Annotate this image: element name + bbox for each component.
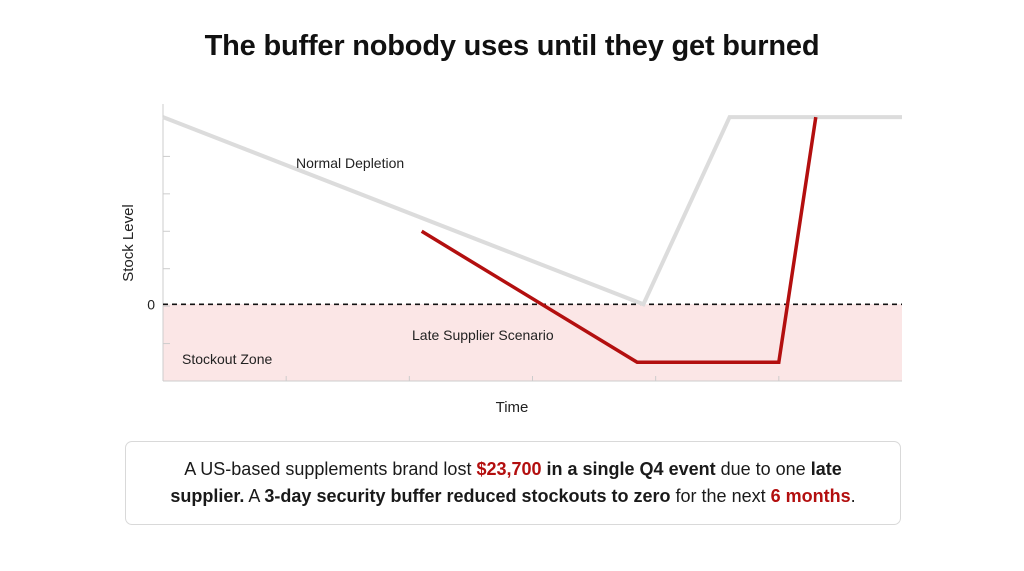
y-axis-label: Stock Level	[120, 204, 137, 282]
caption-part-7: for the next	[670, 486, 771, 506]
loss-amount: $23,700	[476, 459, 542, 479]
caption-part-5: A	[244, 486, 265, 506]
series-layer	[162, 115, 902, 365]
y-tick-label-zero: 0	[147, 296, 155, 312]
caption-box: A US-based supplements brand lost $23,70…	[125, 441, 901, 525]
caption-part-1: A US-based supplements brand lost	[184, 459, 477, 479]
chart-title: The buffer nobody uses until they get bu…	[204, 30, 820, 62]
caption-part-2: in a single Q4 event	[541, 459, 716, 479]
caption-part-3: due to one	[715, 459, 811, 479]
stock-level-chart: 0 Normal Depletion Late Supplier Scenari…	[120, 104, 902, 416]
caption-part-4: late supplier.	[170, 459, 842, 506]
series-line-late-supplier	[420, 116, 818, 365]
caption-part-8: .	[850, 486, 856, 506]
x-axis-ticks	[285, 376, 780, 381]
stockout-zone-label: Stockout Zone	[182, 351, 272, 367]
x-axis-label: Time	[496, 399, 529, 416]
buffer-duration: 6 months	[770, 486, 851, 506]
series-label-normal-depletion: Normal Depletion	[296, 155, 404, 171]
series-label-late-supplier: Late Supplier Scenario	[412, 327, 554, 343]
caption-part-6: 3-day security buffer reduced stockouts …	[264, 486, 671, 506]
caption-text: A US-based supplements brand lost $23,70…	[126, 456, 900, 510]
stockout-zone-region	[163, 304, 902, 381]
